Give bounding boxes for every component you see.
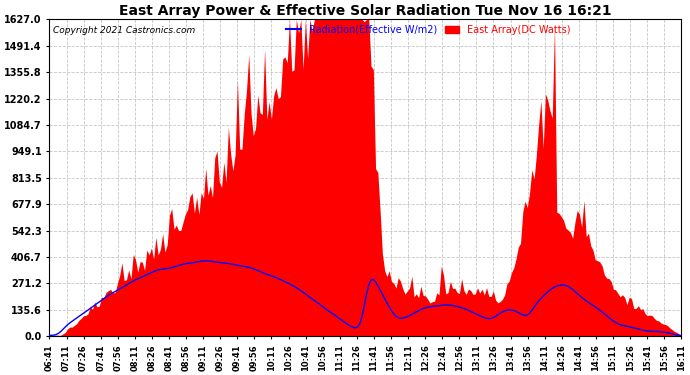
Legend: Radiation(Effective W/m2), East Array(DC Watts): Radiation(Effective W/m2), East Array(DC…: [283, 21, 575, 39]
Text: Copyright 2021 Castronics.com: Copyright 2021 Castronics.com: [52, 26, 195, 34]
Title: East Array Power & Effective Solar Radiation Tue Nov 16 16:21: East Array Power & Effective Solar Radia…: [119, 4, 612, 18]
